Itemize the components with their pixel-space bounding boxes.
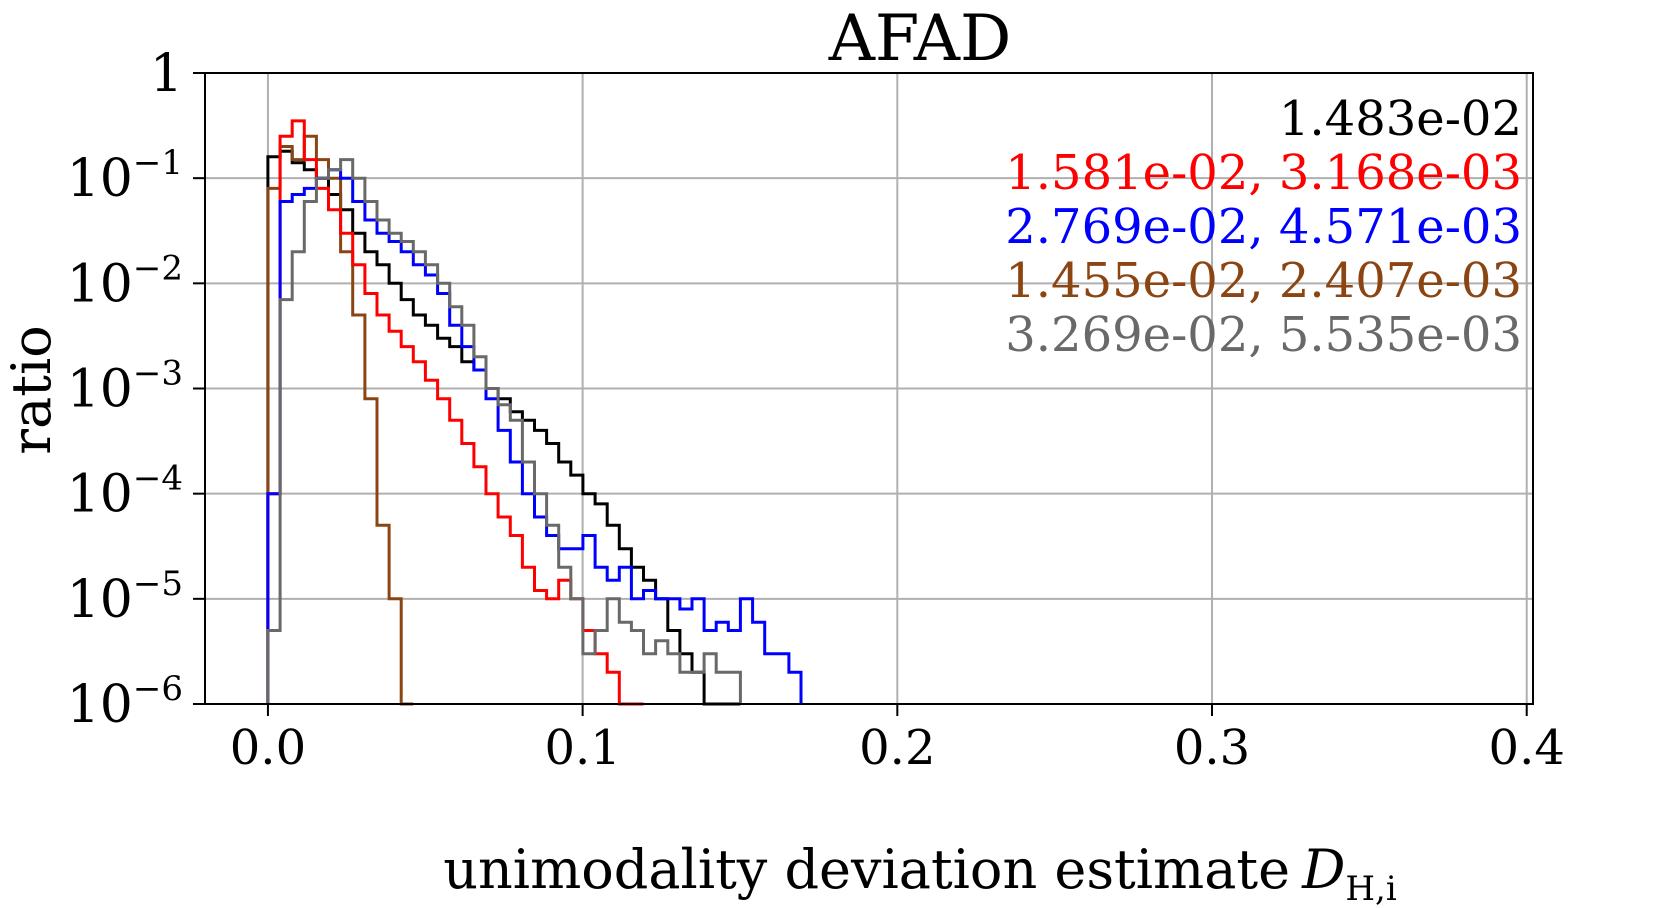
legend: 1.483e-021.581e-02, 3.168e-032.769e-02, … xyxy=(1005,91,1522,363)
x-tick-label: 0.3 xyxy=(1174,720,1250,776)
series-layer xyxy=(266,119,803,706)
y-axis-label: ratio xyxy=(0,325,63,455)
y-tick-label: 10−4 xyxy=(67,459,183,525)
y-tick-label-base: 10 xyxy=(67,360,133,420)
y-tick-label-exponent: −3 xyxy=(133,354,183,394)
legend-entry: 1.455e-02, 2.407e-03 xyxy=(1005,253,1522,309)
legend-entry: 1.581e-02, 3.168e-03 xyxy=(1005,145,1522,201)
y-tick-label-base: 10 xyxy=(67,570,133,630)
y-tick-label: 10−1 xyxy=(67,143,183,209)
x-axis-label-text: unimodality deviation estimate xyxy=(443,838,1290,901)
x-tick-label: 0.4 xyxy=(1489,720,1565,776)
legend-entry: 1.483e-02 xyxy=(1279,91,1522,147)
chart-title: AFAD xyxy=(828,2,1012,76)
y-tick-label: 10−6 xyxy=(67,669,183,735)
x-axis-label-subscript: H,i xyxy=(1345,869,1396,908)
legend-entry: 3.269e-02, 5.535e-03 xyxy=(1005,307,1522,363)
y-tick-label: 10−2 xyxy=(67,248,183,314)
y-tick-label: 10−3 xyxy=(67,354,183,420)
x-tick-label: 0.2 xyxy=(859,720,935,776)
series-blue-step xyxy=(266,168,803,704)
y-tick-label: 10−5 xyxy=(67,564,183,630)
y-tick-label-base: 1 xyxy=(150,44,183,104)
y-tick-label-base: 10 xyxy=(67,465,133,525)
series-gray-step xyxy=(266,158,742,704)
y-tick-label-exponent: −6 xyxy=(133,669,183,709)
x-tick-label: 0.1 xyxy=(544,720,620,776)
y-tick-label-exponent: −1 xyxy=(133,143,183,183)
y-tick-label-exponent: −5 xyxy=(133,564,183,604)
x-tick-label: 0.0 xyxy=(230,720,306,776)
series-black-step xyxy=(266,149,741,706)
y-tick-label: 1 xyxy=(150,44,183,104)
y-tick-label-base: 10 xyxy=(67,675,133,735)
y-tick-label-exponent: −2 xyxy=(133,248,183,288)
y-tick-label-base: 10 xyxy=(67,149,133,209)
series-red-step xyxy=(266,119,644,706)
x-axis-label: unimodality deviation estimate DH,i xyxy=(443,838,1397,908)
y-tick-label-base: 10 xyxy=(67,254,133,314)
x-axis-label-symbol: D xyxy=(1301,838,1345,901)
y-tick-label-exponent: −4 xyxy=(133,459,183,499)
legend-entry: 2.769e-02, 4.571e-03 xyxy=(1005,199,1522,255)
